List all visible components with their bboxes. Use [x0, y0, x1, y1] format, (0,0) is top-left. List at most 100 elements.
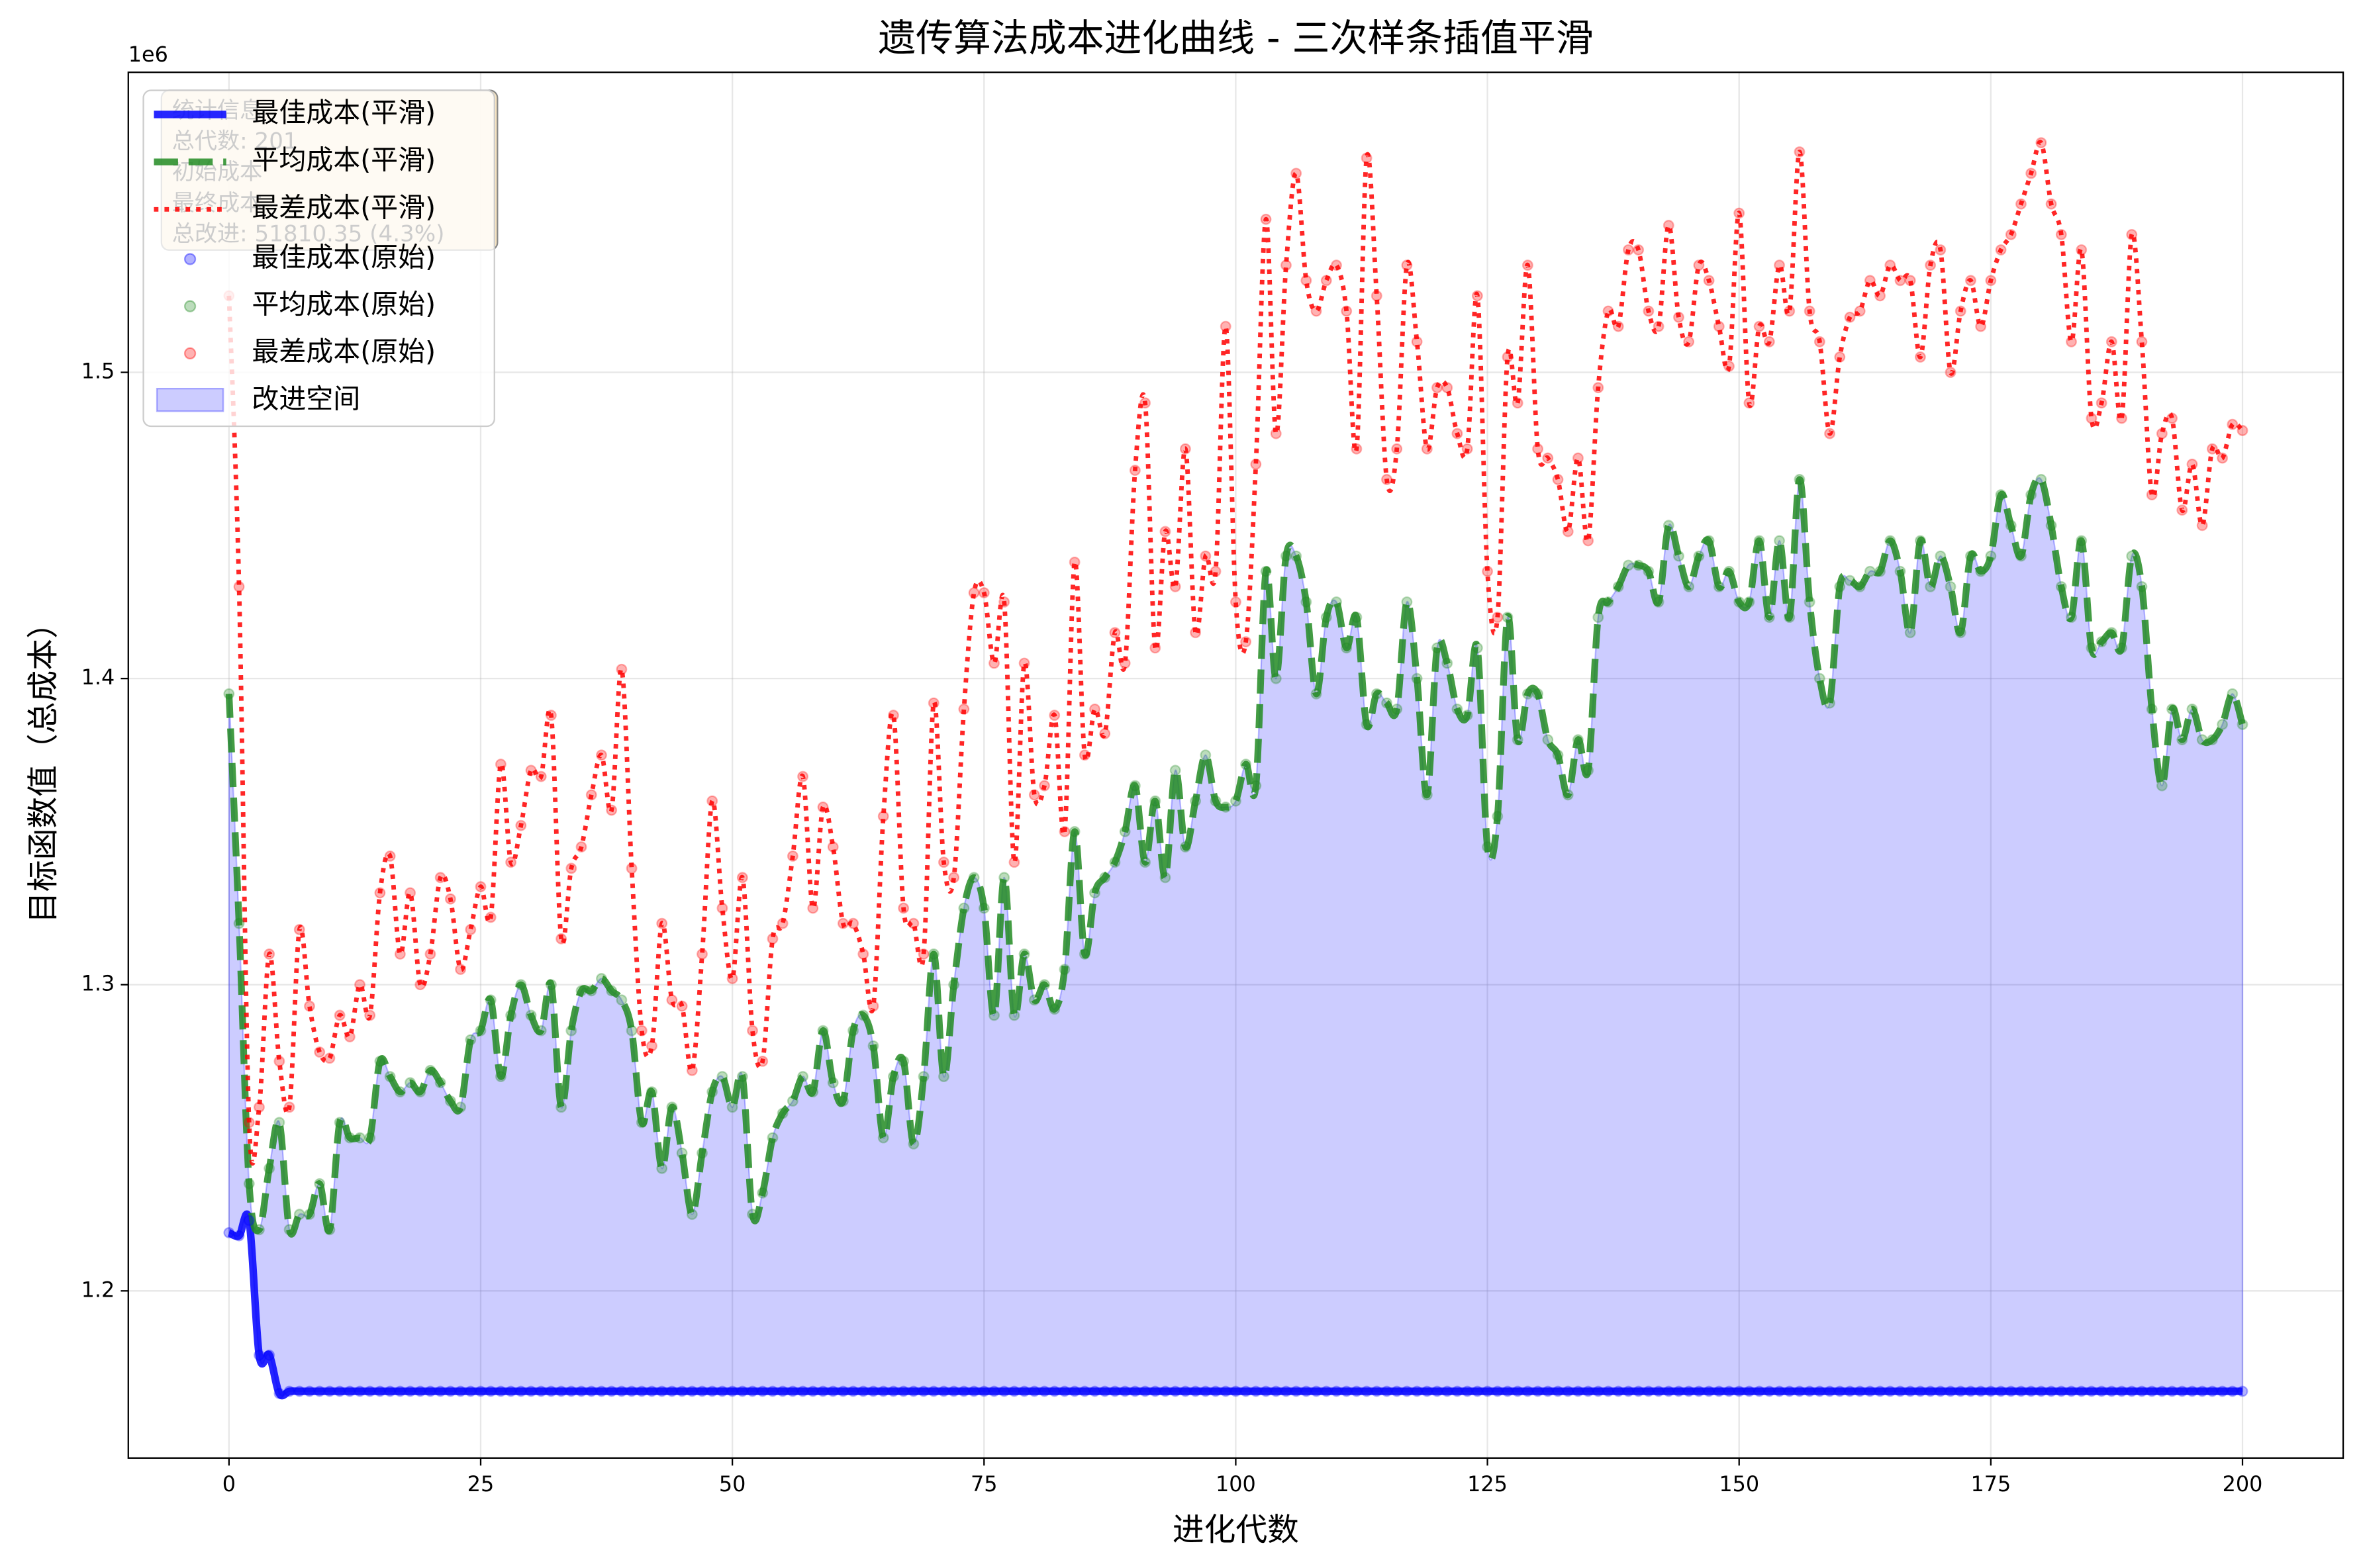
- raw-point: [1169, 1385, 1181, 1397]
- raw-point: [1320, 275, 1332, 287]
- raw-point: [455, 1101, 466, 1113]
- raw-point: [1834, 351, 1846, 363]
- raw-point: [364, 1385, 376, 1397]
- raw-point: [1813, 336, 1825, 347]
- raw-point: [1552, 749, 1564, 761]
- raw-point: [1320, 612, 1332, 623]
- legend-marker: [183, 347, 197, 359]
- raw-point: [293, 1209, 305, 1221]
- raw-point: [706, 795, 718, 807]
- raw-point: [867, 1000, 879, 1012]
- raw-point: [898, 1055, 910, 1067]
- raw-point: [1985, 1385, 1997, 1397]
- raw-point: [565, 1025, 577, 1037]
- raw-point: [405, 887, 416, 899]
- raw-point: [2237, 719, 2248, 730]
- raw-point: [2035, 137, 2047, 149]
- raw-point: [475, 1385, 487, 1397]
- raw-point: [1310, 305, 1322, 317]
- raw-point: [2105, 627, 2117, 639]
- raw-point: [1693, 259, 1705, 271]
- raw-point: [1461, 710, 1473, 721]
- raw-point: [1965, 275, 1976, 287]
- raw-point: [243, 1215, 255, 1226]
- raw-point: [1200, 1385, 1212, 1397]
- raw-point: [394, 1086, 406, 1098]
- raw-point: [1300, 1385, 1312, 1397]
- legend-box: [142, 89, 495, 428]
- raw-point: [958, 703, 970, 715]
- raw-point: [1774, 1385, 1785, 1397]
- legend-marker: [183, 300, 197, 312]
- raw-point: [1371, 290, 1382, 302]
- raw-point: [888, 1071, 899, 1082]
- raw-point: [898, 1385, 910, 1397]
- raw-point: [2005, 1385, 2017, 1397]
- raw-point: [736, 1071, 748, 1082]
- raw-point: [656, 1162, 668, 1174]
- raw-point: [1200, 749, 1212, 761]
- raw-point: [1441, 382, 1453, 394]
- raw-point: [1471, 290, 1483, 302]
- raw-point: [2217, 452, 2229, 464]
- raw-point: [1179, 443, 1191, 455]
- raw-point: [716, 1385, 728, 1397]
- raw-point: [1109, 1385, 1121, 1397]
- raw-point: [646, 1040, 657, 1052]
- raw-point: [2096, 1385, 2107, 1397]
- raw-point: [716, 1071, 728, 1082]
- raw-point: [2176, 734, 2188, 746]
- raw-point: [938, 856, 949, 868]
- raw-point: [837, 917, 849, 929]
- raw-point: [1884, 1385, 1896, 1397]
- raw-point: [827, 1385, 839, 1397]
- raw-point: [1089, 703, 1100, 715]
- raw-point: [1039, 1385, 1050, 1397]
- raw-point: [2105, 1385, 2117, 1397]
- raw-point: [2166, 703, 2178, 715]
- raw-point: [444, 1385, 456, 1397]
- raw-point: [1592, 1385, 1604, 1397]
- raw-point: [1743, 1385, 1755, 1397]
- raw-point: [797, 770, 808, 782]
- raw-point: [1008, 1385, 1020, 1397]
- raw-point: [414, 1086, 426, 1098]
- raw-point: [1270, 672, 1282, 684]
- raw-point: [646, 1086, 657, 1098]
- raw-point: [2066, 336, 2077, 347]
- raw-point: [1300, 596, 1312, 608]
- raw-point: [1482, 565, 1493, 577]
- raw-point: [575, 985, 587, 997]
- raw-point: [1008, 1009, 1020, 1021]
- raw-point: [1190, 795, 1202, 807]
- raw-point: [666, 1101, 678, 1113]
- raw-point: [1210, 1385, 1222, 1397]
- raw-point: [1290, 167, 1302, 179]
- raw-point: [908, 1138, 920, 1150]
- raw-point: [666, 1385, 678, 1397]
- raw-point: [736, 872, 748, 884]
- raw-point: [928, 1385, 940, 1397]
- raw-point: [1743, 596, 1755, 608]
- raw-point: [2076, 535, 2088, 547]
- raw-point: [837, 1385, 849, 1397]
- raw-point: [1451, 428, 1463, 439]
- raw-point: [1794, 1385, 1806, 1397]
- raw-point: [948, 1385, 960, 1397]
- raw-point: [575, 841, 587, 853]
- raw-point: [2025, 489, 2037, 501]
- raw-point: [767, 1385, 779, 1397]
- raw-point: [1341, 305, 1353, 317]
- raw-point: [2116, 1385, 2127, 1397]
- raw-point: [515, 819, 527, 831]
- raw-point: [968, 587, 980, 599]
- raw-point: [2086, 642, 2098, 654]
- raw-point: [1633, 1385, 1645, 1397]
- raw-point: [1381, 1385, 1392, 1397]
- raw-point: [2136, 1385, 2148, 1397]
- raw-point: [888, 710, 899, 721]
- raw-point: [1612, 1385, 1624, 1397]
- raw-point: [1411, 1385, 1423, 1397]
- raw-point: [656, 1385, 668, 1397]
- raw-point: [546, 979, 557, 991]
